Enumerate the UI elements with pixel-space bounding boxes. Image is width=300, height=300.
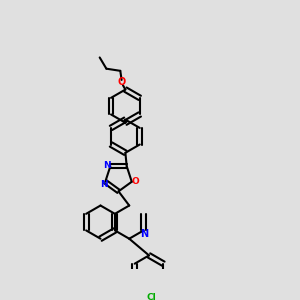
Text: O: O: [118, 77, 126, 87]
Text: Cl: Cl: [146, 293, 156, 300]
Text: N: N: [103, 160, 110, 169]
Text: N: N: [140, 229, 148, 239]
Text: O: O: [132, 177, 140, 186]
Text: N: N: [100, 180, 107, 189]
